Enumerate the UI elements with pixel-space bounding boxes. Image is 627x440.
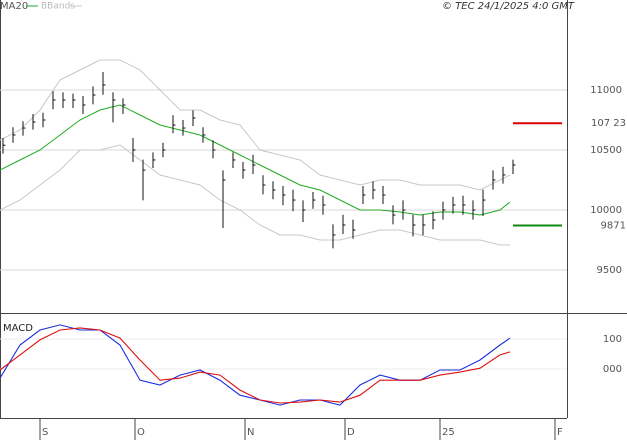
y-tick-label: 11000	[590, 85, 622, 96]
macd-title: MACD	[3, 323, 33, 334]
x-tick-label: F	[557, 427, 563, 438]
y-tick-label: 9500	[597, 265, 622, 276]
x-tick-label: S	[42, 427, 48, 438]
y-tick-label: 000	[603, 364, 622, 375]
price-level-label: 107 23	[591, 118, 626, 129]
signal-line	[0, 327, 511, 404]
x-tick-label: D	[347, 427, 355, 438]
copyright: © TEC 24/1/2025 4:0 GMT	[442, 1, 575, 12]
bollinger-lower	[0, 144, 510, 246]
bollinger-upper	[0, 59, 511, 191]
legend-bbands: BBands	[41, 2, 75, 12]
y-tick-label: 100	[603, 334, 622, 345]
y-tick-label: 10500	[590, 145, 622, 156]
y-tick-label: 10000	[590, 205, 622, 216]
price-level-label: 9871	[601, 220, 626, 231]
x-tick-label: 25	[442, 427, 455, 438]
x-tick-label: O	[137, 427, 145, 438]
legend-ma20: MA20	[0, 1, 28, 12]
x-tick-label: N	[247, 427, 254, 438]
